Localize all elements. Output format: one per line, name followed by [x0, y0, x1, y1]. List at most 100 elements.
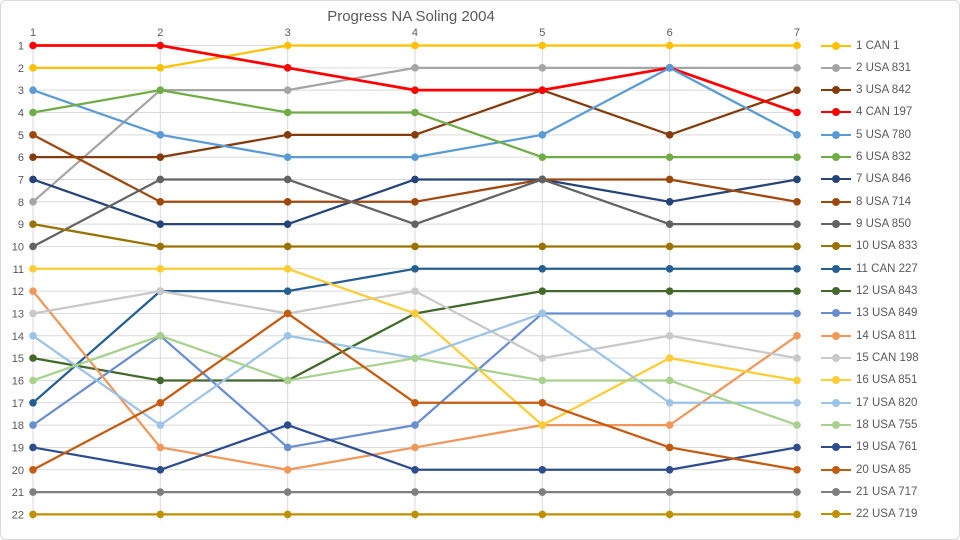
series-marker-10-usa-833	[29, 220, 37, 228]
series-marker-19-usa-761	[538, 465, 547, 474]
series-marker-18-usa-755	[156, 331, 165, 340]
series-marker-3-usa-842	[156, 153, 165, 161]
x-tick-label: 7	[794, 27, 800, 39]
series-marker-18-usa-755	[793, 421, 801, 429]
series-marker-8-usa-714	[665, 175, 674, 184]
series-marker-11-can-227	[793, 265, 801, 273]
series-marker-5-usa-780	[538, 131, 547, 139]
series-marker-4-can-197	[538, 86, 547, 94]
series-marker-10-usa-833	[283, 242, 292, 251]
y-tick-label: 13	[12, 308, 24, 320]
y-tick-label: 9	[18, 219, 24, 231]
series-marker-11-can-227	[283, 287, 292, 295]
series-marker-15-can-198	[665, 331, 674, 340]
x-tick-label: 1	[30, 27, 36, 39]
x-tick-label: 4	[412, 27, 418, 39]
series-marker-20-usa-85	[538, 398, 547, 407]
series-marker-10-usa-833	[665, 242, 674, 251]
series-marker-20-usa-85	[665, 443, 674, 452]
series-marker-21-usa-717	[156, 488, 165, 496]
series-marker-1-can-1	[29, 64, 37, 72]
series-marker-17-usa-820	[793, 398, 801, 407]
series-marker-18-usa-755	[29, 376, 37, 385]
series-marker-13-usa-849	[283, 443, 292, 452]
series-marker-15-can-198	[793, 354, 801, 362]
series-marker-9-usa-850	[538, 175, 547, 184]
series-marker-8-usa-714	[411, 198, 419, 206]
series-marker-19-usa-761	[793, 443, 801, 452]
series-marker-4-can-197	[29, 41, 37, 50]
series-marker-14-usa-811	[793, 331, 801, 340]
series-marker-22-usa-719	[156, 510, 165, 519]
x-tick-label: 2	[157, 27, 163, 39]
series-marker-15-can-198	[411, 287, 419, 295]
y-tick-label: 21	[12, 487, 24, 499]
series-marker-9-usa-850	[411, 220, 419, 228]
series-marker-10-usa-833	[411, 242, 419, 251]
series-marker-20-usa-85	[411, 398, 419, 407]
series-marker-3-usa-842	[283, 131, 292, 139]
series-marker-21-usa-717	[793, 488, 801, 496]
series-marker-7-usa-846	[283, 220, 292, 228]
y-tick-label: 15	[12, 353, 24, 365]
series-marker-22-usa-719	[283, 510, 292, 519]
series-marker-7-usa-846	[156, 220, 165, 228]
series-marker-5-usa-780	[29, 86, 37, 94]
series-marker-3-usa-842	[665, 131, 674, 139]
series-marker-12-usa-843	[156, 376, 165, 385]
series-marker-7-usa-846	[29, 175, 37, 184]
y-tick-label: 5	[18, 130, 24, 142]
series-marker-6-usa-832	[283, 108, 292, 117]
series-marker-7-usa-846	[793, 175, 801, 184]
series-marker-19-usa-761	[411, 465, 419, 474]
series-marker-4-can-197	[411, 86, 419, 94]
series-marker-11-can-227	[665, 265, 674, 273]
series-marker-2-usa-831	[793, 64, 801, 72]
series-marker-14-usa-811	[29, 287, 37, 295]
series-marker-8-usa-714	[156, 198, 165, 206]
series-marker-9-usa-850	[283, 175, 292, 184]
x-tick-label: 5	[539, 27, 545, 39]
y-tick-label: 14	[12, 331, 24, 343]
series-marker-4-can-197	[793, 108, 801, 117]
y-tick-label: 20	[12, 465, 24, 477]
series-marker-17-usa-820	[283, 331, 292, 340]
series-marker-16-usa-851	[665, 354, 674, 362]
series-marker-13-usa-849	[665, 309, 674, 318]
series-marker-19-usa-761	[29, 443, 37, 452]
series-marker-5-usa-780	[156, 131, 165, 139]
series-marker-19-usa-761	[665, 465, 674, 474]
series-marker-22-usa-719	[411, 510, 419, 519]
series-marker-11-can-227	[411, 265, 419, 273]
series-marker-9-usa-850	[156, 175, 165, 184]
series-marker-21-usa-717	[283, 488, 292, 496]
y-tick-label: 6	[18, 152, 24, 164]
series-marker-9-usa-850	[793, 220, 801, 228]
x-tick-label: 6	[667, 27, 673, 39]
series-marker-6-usa-832	[793, 153, 801, 161]
x-tick-label: 3	[285, 27, 291, 39]
y-tick-label: 18	[12, 420, 24, 432]
series-marker-3-usa-842	[29, 153, 37, 161]
series-marker-22-usa-719	[665, 510, 674, 519]
series-marker-1-can-1	[793, 41, 801, 50]
series-marker-2-usa-831	[538, 64, 547, 72]
series-marker-6-usa-832	[538, 153, 547, 161]
series-marker-11-can-227	[29, 398, 37, 407]
series-marker-1-can-1	[283, 41, 292, 50]
series-marker-11-can-227	[538, 265, 547, 273]
series-marker-14-usa-811	[156, 443, 165, 452]
series-marker-8-usa-714	[793, 198, 801, 206]
series-marker-8-usa-714	[29, 131, 37, 139]
series-marker-18-usa-755	[538, 376, 547, 385]
series-marker-2-usa-831	[283, 86, 292, 94]
y-tick-label: 16	[12, 375, 24, 387]
series-marker-17-usa-820	[538, 309, 547, 318]
series-marker-5-usa-780	[411, 153, 419, 161]
y-tick-label: 19	[12, 442, 24, 454]
series-marker-13-usa-849	[29, 421, 37, 429]
series-marker-12-usa-843	[665, 287, 674, 295]
y-tick-label: 2	[18, 63, 24, 75]
series-marker-9-usa-850	[29, 242, 37, 251]
series-marker-10-usa-833	[793, 242, 801, 251]
